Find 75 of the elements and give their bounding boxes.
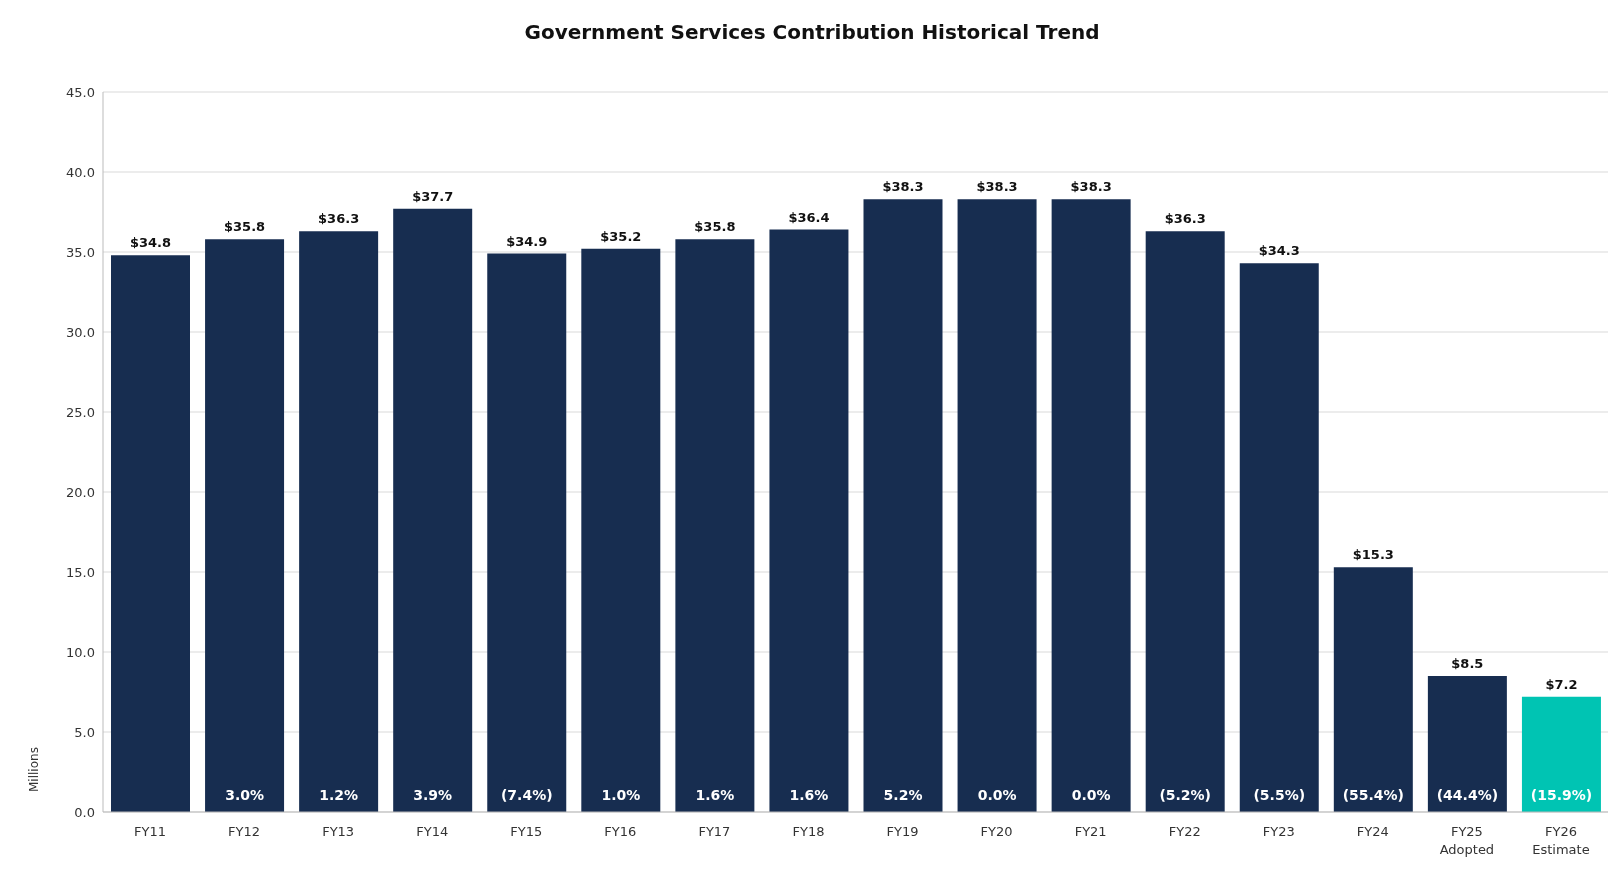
bar [1427, 676, 1507, 812]
data-label: $37.7 [412, 188, 454, 204]
y-axis-title: Millions [27, 747, 41, 792]
x-tick-label: FY13 [322, 824, 355, 839]
bar [1521, 696, 1601, 812]
x-tick-label: FY16 [604, 824, 637, 839]
x-tick-label: FY14 [416, 824, 449, 839]
bar [393, 208, 473, 812]
y-tick-label: 5.0 [74, 724, 95, 740]
data-label: $35.8 [694, 219, 736, 235]
y-tick-label: 20.0 [66, 484, 95, 500]
x-tick-label: FY20 [980, 824, 1013, 839]
bar [863, 199, 943, 812]
data-label: $38.3 [1070, 179, 1112, 195]
data-label: $35.2 [600, 228, 642, 244]
y-tick-label: 25.0 [66, 404, 95, 420]
bar [299, 231, 379, 812]
x-tick-label: FY26 Estimate [1532, 824, 1590, 857]
bar [1239, 263, 1319, 812]
data-label: $34.8 [129, 235, 172, 251]
y-tick-label: 30.0 [66, 324, 95, 340]
data-label: $35.8 [224, 219, 266, 235]
x-tick-label: FY12 [228, 824, 261, 839]
annotation: 1.6% [789, 787, 829, 803]
annotation: (5.2%) [1159, 787, 1211, 803]
data-label: $38.3 [976, 179, 1018, 195]
annotation: 3.9% [413, 787, 453, 803]
x-tick-label: FY18 [792, 824, 825, 839]
annotation: 0.0% [1071, 787, 1111, 803]
x-tick-label: FY21 [1074, 824, 1107, 839]
data-label: $34.9 [506, 233, 548, 249]
x-tick-label: FY25 Adopted [1439, 824, 1495, 857]
annotation: (55.4%) [1342, 787, 1404, 803]
y-tick-label: 0.0 [74, 804, 95, 820]
data-label: $8.5 [1451, 656, 1484, 671]
annotation: (5.5%) [1253, 787, 1306, 803]
data-label: $36.3 [318, 211, 360, 227]
bar [1051, 199, 1131, 812]
annotation: 1.6% [695, 787, 735, 803]
annotation: 1.0% [601, 787, 641, 803]
annotation: (7.4%) [500, 787, 553, 803]
y-tick-label: 45.0 [66, 84, 95, 100]
bar [111, 255, 190, 812]
x-tick-label: FY11 [134, 824, 167, 839]
annotation: 0.0% [977, 787, 1017, 803]
data-label: $38.3 [882, 179, 924, 195]
data-label: $15.3 [1352, 547, 1394, 563]
annotation: (44.4%) [1436, 787, 1499, 803]
data-label: $34.3 [1258, 243, 1300, 259]
data-label: $36.4 [788, 209, 830, 225]
bar [205, 239, 285, 812]
x-tick-label: FY19 [886, 824, 919, 839]
annotation: (15.9%) [1530, 787, 1593, 803]
annotation: 3.0% [225, 787, 264, 803]
x-tick-label: FY24 [1356, 824, 1389, 839]
data-label: $36.3 [1164, 211, 1206, 227]
bar [487, 253, 567, 812]
y-tick-label: 40.0 [66, 164, 95, 180]
y-tick-label: 15.0 [66, 564, 95, 580]
annotation: 1.2% [319, 787, 359, 803]
x-tick-label: FY23 [1262, 824, 1295, 839]
bar [581, 248, 661, 812]
bar [957, 199, 1037, 812]
bar [769, 229, 849, 812]
x-tick-label: FY22 [1168, 824, 1201, 839]
x-tick-label: FY15 [510, 824, 543, 839]
x-tick-label: FY17 [698, 824, 731, 839]
chart-title: Government Services Contribution Historical Trend [523, 20, 1101, 46]
bar [1145, 231, 1225, 812]
data-label: $7.2 [1545, 676, 1578, 692]
bar [675, 239, 755, 812]
y-tick-label: 35.0 [66, 244, 95, 260]
annotation: 5.2% [883, 787, 923, 803]
bar [1333, 567, 1413, 812]
y-tick-label: 10.0 [66, 644, 95, 660]
